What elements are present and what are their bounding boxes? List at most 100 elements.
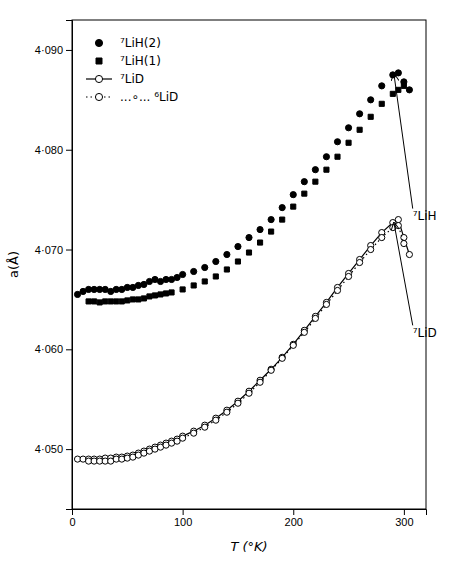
x-tick: 200: [285, 509, 303, 528]
data-point: [180, 287, 185, 292]
legend-item: ⁷LiH(1): [96, 54, 161, 68]
x-axis: 0 100 200 300: [69, 509, 426, 528]
data-point: [269, 229, 274, 234]
data-point: [246, 250, 251, 255]
data-point: [257, 226, 263, 232]
series: [74, 217, 412, 463]
y-axis-line: [66, 21, 73, 510]
data-point: [191, 430, 197, 436]
data-point: [147, 294, 152, 299]
data-point: [119, 299, 124, 304]
series-line: [89, 226, 404, 462]
data-point: [301, 179, 307, 185]
legend-symbol: [95, 75, 102, 82]
data-point: [235, 400, 241, 406]
x-tick: 0: [69, 509, 75, 528]
data-point: [379, 234, 385, 240]
x-tick-label: 0: [69, 516, 75, 528]
data-point: [390, 91, 395, 96]
data-point: [379, 83, 385, 89]
x-tick-label: 300: [395, 516, 413, 528]
series: [86, 222, 407, 464]
data-point: [279, 355, 285, 361]
x-tick: 100: [174, 509, 192, 528]
legend-label: ⁷LiH(2): [120, 36, 161, 50]
data-point: [291, 204, 296, 209]
series: [74, 70, 412, 298]
data-point: [334, 287, 340, 293]
data-point: [279, 205, 285, 211]
data-point: [180, 271, 186, 277]
data-point: [345, 273, 351, 279]
data-point: [257, 379, 263, 385]
data-point: [97, 300, 102, 305]
data-point: [235, 259, 240, 264]
y-tick: 4·080: [35, 144, 72, 156]
data-point: [368, 246, 374, 252]
data-point: [224, 267, 229, 272]
y-tick: 4·090: [35, 44, 72, 56]
chart: 01002003004·0504·0604·0704·0804·090T (°K…: [0, 0, 474, 567]
data-point: [103, 299, 108, 304]
data-point: [213, 274, 218, 279]
data-point: [379, 101, 384, 106]
data-point: [280, 217, 285, 222]
data-point: [158, 292, 163, 297]
data-point: [395, 222, 401, 228]
x-tick-label: 200: [285, 516, 303, 528]
x-axis-line: [73, 510, 427, 516]
data-point: [312, 315, 318, 321]
plot-area: [74, 70, 412, 464]
plot-frame: [72, 20, 426, 509]
legend-symbol: [96, 58, 102, 64]
data-point: [141, 296, 146, 301]
legend-label: ⁷LiD: [120, 72, 144, 86]
data-point: [224, 251, 230, 257]
y-tick-label: 4·080: [35, 144, 63, 156]
y-tick-label: 4·090: [35, 44, 63, 56]
annotations: ⁷LiH⁷LiD: [394, 74, 437, 340]
y-tick-label: 4·050: [35, 443, 63, 455]
data-point: [395, 70, 401, 76]
data-point: [125, 298, 130, 303]
data-point: [346, 140, 351, 145]
annotation-arrow: [394, 74, 413, 209]
data-point: [323, 301, 329, 307]
data-point: [323, 154, 329, 160]
x-tick: 300: [395, 509, 413, 528]
y-tick-label: 4·060: [35, 343, 63, 355]
data-point: [368, 97, 374, 103]
data-point: [169, 290, 174, 295]
annotation-arrow: [394, 223, 413, 326]
data-point: [268, 367, 274, 373]
data-point: [114, 299, 119, 304]
y-tick-label: 4·070: [35, 244, 63, 256]
y-axis: 4·050 4·060 4·070 4·080 4·090: [35, 21, 73, 510]
legend-symbol: [95, 39, 102, 46]
y-axis-title: a(Å): [6, 251, 21, 278]
legend-item: ⁷LiD: [86, 72, 144, 86]
data-point: [301, 329, 307, 335]
y-tick-mark: [66, 50, 72, 51]
y-tick-mark: [66, 150, 72, 151]
legend-symbol: [95, 93, 102, 100]
data-point: [334, 139, 340, 145]
data-point: [191, 283, 196, 288]
data-point: [368, 114, 373, 119]
data-point: [213, 258, 219, 264]
data-point: [357, 111, 363, 117]
legend-label: ⁷LiH(1): [120, 54, 161, 68]
x-tick-label: 100: [174, 516, 192, 528]
data-point: [324, 167, 329, 172]
data-point: [290, 342, 296, 348]
data-point: [224, 409, 230, 415]
data-point: [335, 154, 340, 159]
data-point: [191, 268, 197, 274]
series-line: [78, 220, 410, 460]
y-tick-mark: [66, 250, 72, 251]
data-point: [290, 192, 296, 198]
data-point: [202, 279, 207, 284]
data-point: [268, 366, 274, 372]
x-tick-mark: [183, 509, 184, 515]
data-point: [163, 291, 168, 296]
